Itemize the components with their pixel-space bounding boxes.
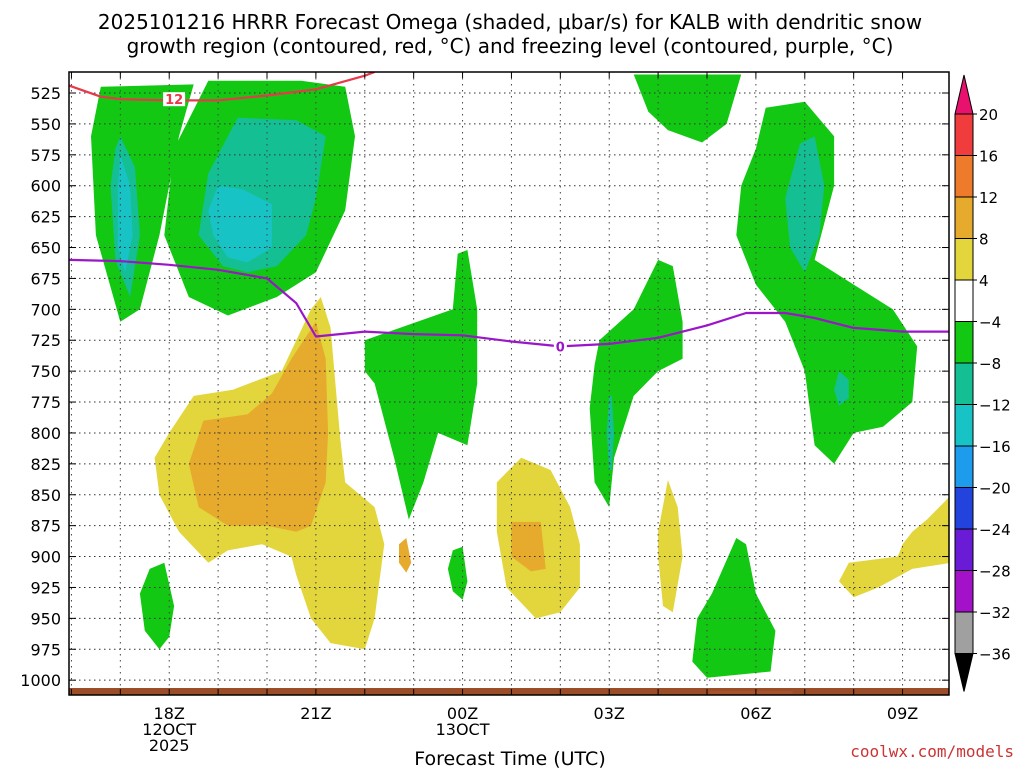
- colorbar-segment: [955, 322, 973, 364]
- dendritic-growth-contour-label: 12: [165, 93, 183, 108]
- colorbar-label: −24: [979, 521, 1011, 539]
- colorbar-label: 16: [979, 148, 998, 166]
- colorbar-label: −8: [979, 355, 1001, 373]
- y-tick-label: 950: [30, 609, 61, 628]
- colorbar-bottom-triangle: [955, 654, 973, 692]
- surface-pressure-bar: [69, 688, 949, 695]
- colorbar-label: −32: [979, 604, 1011, 622]
- colorbar: 20 16 12 8 4 −4 −8 −12 −16 −20 −24 −28 −32 −36: [955, 75, 1011, 692]
- y-tick-label: 1000: [20, 671, 61, 690]
- colorbar-label: −12: [979, 397, 1011, 415]
- y-tick-label: 800: [30, 424, 61, 443]
- omega-forecast-chart: 2025101216 HRRR Forecast Omega (shaded, …: [0, 0, 1024, 768]
- x-tick-label: 2025: [149, 736, 190, 755]
- y-tick-label: 575: [30, 146, 61, 165]
- y-tick-label: 550: [30, 115, 61, 134]
- colorbar-label: −16: [979, 438, 1011, 456]
- colorbar-label: −20: [979, 480, 1011, 498]
- x-tick-label: 13OCT: [436, 720, 490, 739]
- freezing-level-contour-label: 0: [556, 340, 565, 355]
- x-tick-label: 21Z: [300, 704, 331, 723]
- colorbar-segment: [955, 446, 973, 488]
- colorbar-label: 8: [979, 231, 989, 249]
- y-tick-label: 900: [30, 548, 61, 567]
- colorbar-top-triangle: [955, 75, 973, 114]
- y-tick-label: 525: [30, 84, 61, 103]
- colorbar-segment: [955, 197, 973, 239]
- chart-title-line-1: 2025101216 HRRR Forecast Omega (shaded, …: [98, 10, 922, 34]
- x-tick-label: 09Z: [887, 704, 918, 723]
- y-tick-label: 675: [30, 269, 61, 288]
- colorbar-segment: [955, 488, 973, 530]
- y-tick-label: 775: [30, 393, 61, 412]
- y-tick-label: 875: [30, 517, 61, 536]
- colorbar-label: −36: [979, 646, 1011, 664]
- y-tick-label: 650: [30, 239, 61, 258]
- colorbar-segment: [955, 280, 973, 322]
- watermark: coolwx.com/models: [850, 742, 1014, 761]
- colorbar-segment: [955, 571, 973, 613]
- y-tick-label: 625: [30, 208, 61, 227]
- colorbar-segment: [955, 363, 973, 405]
- y-tick-label: 975: [30, 640, 61, 659]
- y-tick-label: 700: [30, 300, 61, 319]
- y-tick-label: 600: [30, 177, 61, 196]
- chart-title: 2025101216 HRRR Forecast Omega (shaded, …: [98, 10, 922, 58]
- colorbar-segment: [955, 239, 973, 281]
- colorbar-label: −4: [979, 314, 1001, 332]
- colorbar-segment: [955, 114, 973, 156]
- colorbar-label: 20: [979, 106, 998, 124]
- y-tick-label: 725: [30, 331, 61, 350]
- colorbar-label: 4: [979, 272, 989, 290]
- x-tick-label: 06Z: [740, 704, 771, 723]
- colorbar-segment: [955, 405, 973, 447]
- colorbar-label: 12: [979, 189, 998, 207]
- colorbar-segment: [955, 529, 973, 571]
- y-tick-label: 850: [30, 486, 61, 505]
- y-tick-label: 925: [30, 578, 61, 597]
- plot-area: [69, 72, 951, 695]
- x-tick-label: 03Z: [594, 704, 625, 723]
- y-tick-label: 750: [30, 362, 61, 381]
- colorbar-segment: [955, 612, 973, 654]
- x-axis-label: Forecast Time (UTC): [414, 748, 605, 768]
- colorbar-label: −28: [979, 563, 1011, 581]
- chart-title-line-2: growth region (contoured, red, °C) and f…: [127, 34, 894, 58]
- colorbar-segment: [955, 156, 973, 198]
- y-tick-label: 825: [30, 455, 61, 474]
